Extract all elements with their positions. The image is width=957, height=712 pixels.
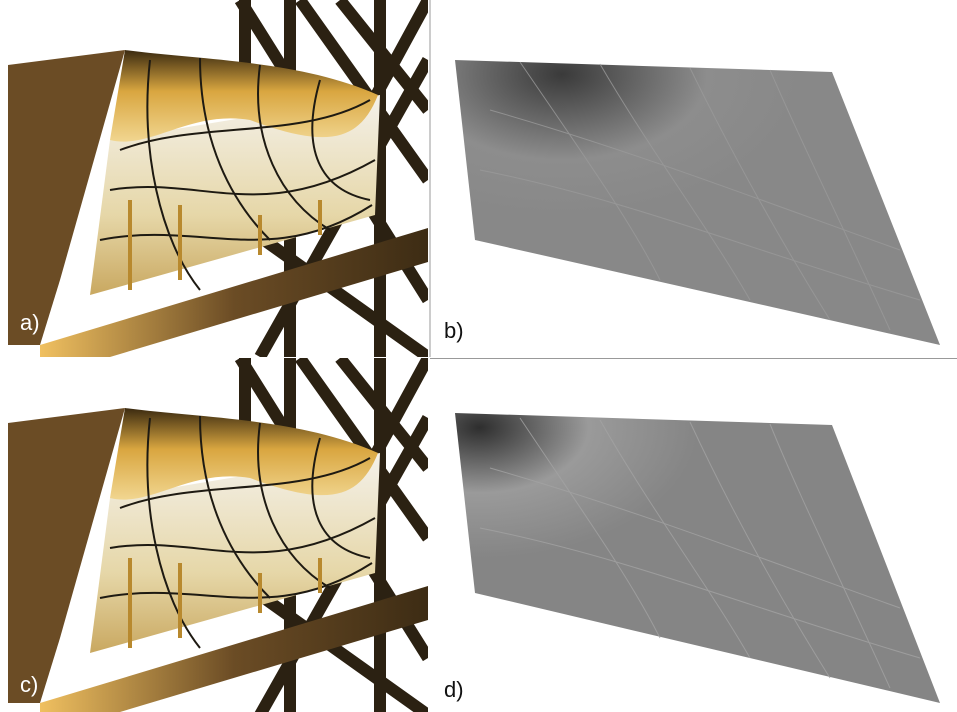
- panel-b: b): [444, 60, 940, 345]
- panel-label: d): [444, 677, 464, 702]
- panel-label: c): [20, 672, 38, 697]
- rendering: [8, 0, 428, 357]
- rendering: [8, 358, 428, 712]
- figure: a) b) c) d): [0, 0, 957, 712]
- panel-d: d): [444, 413, 940, 703]
- panel-c: c): [8, 358, 428, 712]
- page: a) b) c) d) (() => { const data = JSON.p…: [0, 0, 957, 712]
- panel-label: b): [444, 318, 464, 343]
- surface: [455, 413, 940, 703]
- panel-a: a): [8, 0, 428, 357]
- panel-label: a): [20, 310, 40, 335]
- surface: [455, 60, 940, 345]
